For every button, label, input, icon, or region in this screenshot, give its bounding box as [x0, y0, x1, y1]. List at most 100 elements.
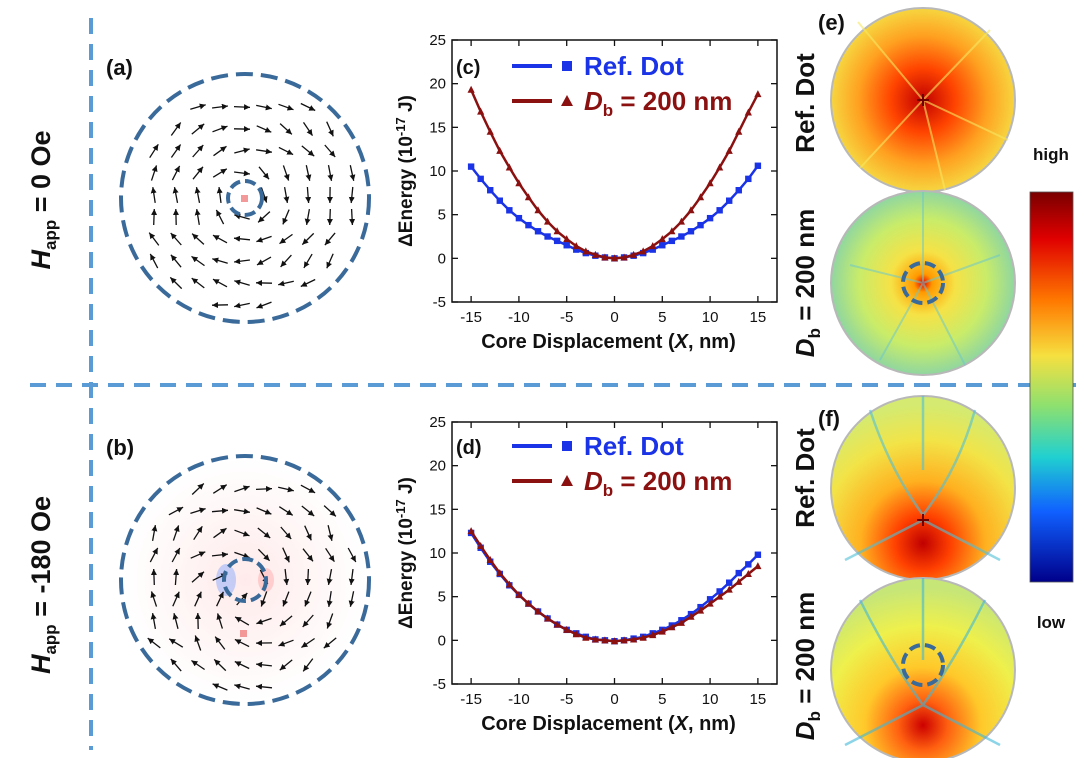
data-point-db — [591, 250, 599, 258]
magnetization-arrow — [324, 144, 336, 158]
magnetization-arrow — [169, 276, 183, 290]
data-point-ref — [735, 187, 742, 194]
data-point-db — [496, 146, 504, 154]
y-tick-label: 15 — [429, 119, 446, 136]
data-point-db — [754, 562, 762, 570]
panel-label-e: (e) — [818, 10, 845, 35]
map-e-db — [830, 190, 1016, 376]
data-point-db — [725, 146, 733, 154]
data-point-db — [649, 631, 657, 639]
magnetization-arrow — [302, 548, 314, 562]
series-line-db — [470, 530, 759, 643]
magnetization-arrow — [192, 144, 204, 158]
legend-label: Db = 200 nm — [584, 86, 732, 120]
magnetization-arrow — [172, 525, 180, 541]
magnetization-arrow — [256, 235, 272, 243]
series-line-ref — [470, 165, 759, 260]
magnetization-arrow — [234, 485, 250, 493]
magnetization-arrow — [257, 211, 271, 223]
data-point-db — [505, 580, 513, 588]
magnetization-arrow — [300, 102, 316, 112]
magnetization-arrow — [283, 186, 290, 204]
legend-label: Ref. Dot — [584, 431, 684, 461]
magnetization-arrow — [280, 526, 292, 540]
magnetization-arrow — [170, 254, 182, 268]
data-point-ref — [649, 246, 656, 253]
magnetization-arrow — [233, 104, 251, 111]
magnetization-arrow — [300, 278, 316, 288]
magnetization-arrow — [191, 233, 205, 245]
data-point-db — [677, 618, 686, 626]
magnetization-arrow — [256, 104, 272, 111]
magnetization-arrow — [212, 168, 228, 178]
magnetization-arrow — [190, 551, 206, 559]
magnetization-arrow — [283, 568, 290, 586]
magnetization-arrow — [234, 302, 250, 309]
magnetization-arrow — [279, 615, 293, 627]
magnetization-arrow — [348, 591, 355, 607]
y-tick-label: -5 — [433, 294, 446, 311]
magnetization-arrow — [301, 637, 315, 649]
vortex-arrows-b — [147, 483, 357, 691]
magnetization-arrow — [304, 525, 312, 541]
x-tick-label: -5 — [560, 309, 573, 326]
magnetization-arrow — [326, 121, 334, 137]
chart-panel-label: (c) — [456, 57, 480, 79]
magnetization-arrow — [216, 591, 224, 607]
data-point-ref — [745, 561, 752, 568]
magnetization-arrow — [216, 187, 223, 203]
data-point-db — [658, 627, 666, 635]
x-axis-label: Core Displacement (X, nm) — [481, 331, 736, 353]
data-point-db — [658, 235, 666, 243]
x-tick-label: 15 — [750, 691, 767, 708]
data-point-db — [534, 607, 542, 615]
data-point-db — [467, 527, 475, 535]
magnetization-arrow — [149, 143, 159, 159]
magnetization-arrow — [326, 591, 333, 607]
magnetization-arrow — [171, 547, 181, 563]
y-tick-label: 15 — [429, 501, 446, 518]
magnetization-arrow — [326, 208, 333, 226]
y-tick-label: 5 — [438, 589, 446, 606]
magnetization-arrow — [170, 122, 182, 136]
data-point-db — [524, 599, 533, 607]
data-point-ref — [573, 246, 580, 253]
magnetization-arrow — [215, 209, 225, 225]
data-point-db — [735, 127, 743, 135]
data-point-ref — [467, 163, 475, 170]
data-point-ref — [544, 233, 551, 240]
magnetization-arrow — [194, 186, 201, 204]
magnetization-arrow — [212, 125, 228, 133]
data-point-ref — [534, 228, 542, 235]
y-tick-label: 0 — [438, 632, 446, 649]
data-point-db — [543, 614, 552, 622]
energy-chart-c: -15 -10 -5 0 5 10 15 -5 0 5 10 15 20 25 Core Displacem… — [393, 32, 778, 353]
magnetization-arrow — [234, 638, 250, 648]
data-point-db — [630, 250, 638, 258]
panel-label-f: (f) — [818, 406, 840, 431]
data-point-ref — [678, 233, 685, 240]
magnetization-arrow — [191, 123, 205, 135]
data-point-db — [515, 179, 523, 187]
legend-swatch-marker — [562, 441, 572, 451]
data-point-db — [610, 254, 619, 262]
colorbar-gradient — [1029, 191, 1074, 583]
y-axis-label: ΔEnergy (10-17 J) — [393, 95, 417, 247]
energy-chart-d: -15 -10 -5 0 5 10 15 -5 0 5 10 15 20 25 Core Displacem… — [393, 414, 778, 735]
data-point-db — [610, 637, 619, 645]
magnetization-arrow — [191, 277, 205, 289]
magnetization-arrow — [213, 145, 227, 157]
x-tick-label: 0 — [610, 309, 618, 326]
y-tick-label: 0 — [438, 250, 446, 267]
magnetization-arrow — [257, 527, 271, 539]
magnetization-arrow — [194, 208, 201, 226]
data-point-db — [696, 193, 705, 201]
magnetization-arrow — [282, 165, 290, 181]
legend-swatch-marker — [562, 61, 572, 71]
magnetization-arrow — [234, 683, 250, 690]
legend-label: Ref. Dot — [584, 51, 684, 81]
data-point-db — [572, 630, 580, 638]
data-point-db — [553, 227, 561, 235]
vortex-panel-a — [119, 72, 371, 324]
field-label-row2: Happ = -180 Oe — [26, 496, 60, 674]
